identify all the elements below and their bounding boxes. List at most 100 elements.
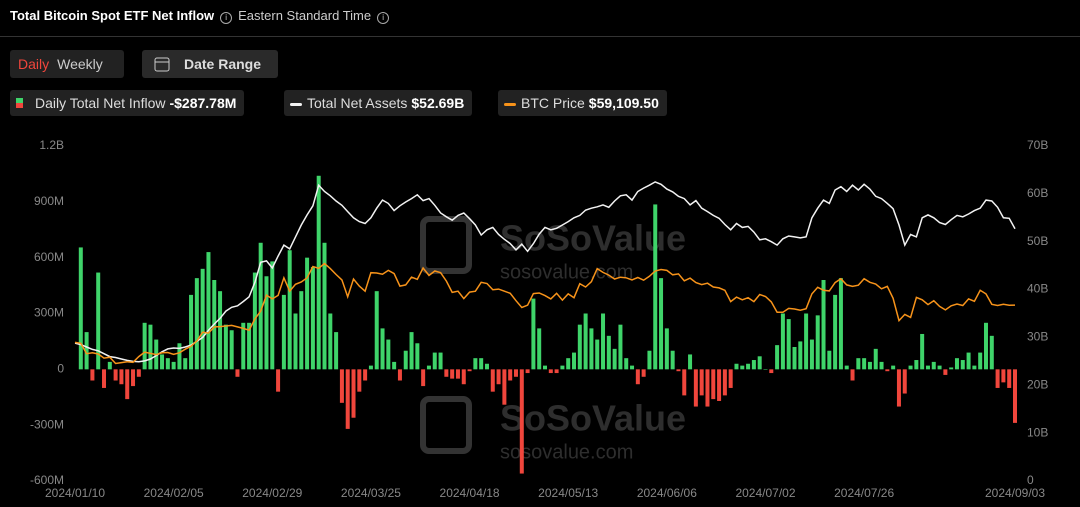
bar — [983, 322, 988, 370]
weekly-button[interactable]: Weekly — [57, 56, 103, 72]
bar — [276, 369, 281, 392]
line — [74, 262, 1016, 365]
bar — [444, 369, 449, 377]
bar — [241, 322, 246, 370]
bar — [287, 250, 292, 370]
bar — [769, 369, 774, 374]
legend-item[interactable]: BTC Price $59,109.50 — [498, 90, 667, 116]
bar — [595, 339, 600, 370]
bar — [171, 361, 176, 370]
bar — [577, 324, 582, 370]
legend-name: Daily Total Net Inflow — [35, 95, 166, 111]
bar — [281, 294, 286, 370]
bar — [397, 369, 402, 381]
bar — [206, 252, 211, 370]
bar — [891, 365, 896, 370]
bar — [844, 365, 849, 370]
bar — [107, 361, 112, 370]
y-tick-label: 1.2B — [39, 138, 64, 152]
bar — [339, 369, 344, 403]
bar — [711, 369, 716, 400]
y2-tick-label: 70B — [1027, 138, 1048, 152]
bar — [792, 347, 797, 370]
bar — [363, 369, 368, 381]
bar — [676, 369, 681, 372]
bar — [531, 298, 536, 370]
bar — [873, 348, 878, 370]
bar — [357, 369, 362, 392]
bar — [438, 352, 443, 370]
bar — [270, 261, 275, 370]
bar — [496, 369, 501, 385]
daily-button[interactable]: Daily — [18, 56, 50, 72]
bar — [473, 358, 478, 370]
x-tick-label: 2024/05/13 — [538, 486, 598, 500]
watermark-site: sosovalue.com — [500, 441, 633, 463]
bar — [334, 332, 339, 370]
bar — [264, 276, 269, 370]
bar — [467, 369, 472, 372]
bar — [252, 272, 257, 370]
bar — [223, 324, 228, 370]
info-icon[interactable]: i — [220, 12, 233, 24]
bar — [386, 339, 391, 370]
bar — [566, 358, 571, 370]
bar — [177, 343, 182, 370]
watermark-brand: SoSoValue — [500, 398, 686, 439]
bar — [780, 313, 785, 370]
bar — [804, 313, 809, 370]
bar — [850, 369, 855, 381]
date-range-label: Date Range — [184, 56, 262, 72]
legend-name: BTC Price — [521, 95, 585, 111]
bar — [392, 361, 397, 370]
bar — [722, 369, 727, 396]
x-tick-label: 2024/04/18 — [440, 486, 500, 500]
bar — [90, 369, 95, 381]
bar — [102, 369, 107, 388]
legend-value: -$287.78M — [169, 95, 237, 111]
bar — [960, 360, 965, 370]
bar — [183, 358, 188, 370]
timezone: Eastern Standard Time — [238, 8, 372, 23]
info-icon[interactable]: i — [377, 12, 390, 24]
bar — [421, 369, 426, 387]
x-tick-label: 2024/07/26 — [834, 486, 894, 500]
bar — [705, 369, 710, 407]
y-tick-label: 900M — [34, 194, 64, 208]
y-tick-label: 0 — [57, 362, 64, 376]
y-tick-label: -300M — [30, 417, 64, 431]
bar — [543, 365, 547, 370]
bar — [954, 358, 959, 370]
bar — [606, 335, 611, 370]
bar — [194, 278, 199, 370]
bar — [403, 350, 408, 370]
bar — [908, 365, 913, 370]
bar — [189, 294, 194, 370]
legend-item[interactable]: Total Net Assets $52.69B — [284, 90, 473, 116]
bar — [693, 369, 698, 407]
bar — [949, 367, 954, 370]
legend-value: $59,109.50 — [588, 95, 659, 111]
bar — [786, 319, 791, 370]
bar — [867, 361, 872, 370]
bar — [757, 356, 762, 370]
bar — [920, 333, 925, 370]
bar — [345, 369, 350, 429]
bar — [635, 369, 640, 385]
bar — [978, 352, 983, 370]
bar — [310, 266, 315, 370]
bar — [525, 369, 530, 374]
title: Total Bitcoin Spot ETF Net Inflow — [10, 8, 215, 23]
bar — [328, 313, 333, 370]
legend-item[interactable]: Daily Total Net Inflow -$287.78M — [10, 90, 245, 116]
date-range-button[interactable]: Date Range — [142, 50, 278, 78]
y2-tick-label: 10B — [1027, 425, 1048, 439]
watermark-site: sosovalue.com — [500, 261, 633, 283]
calendar-icon — [154, 57, 170, 72]
bar — [479, 358, 484, 370]
bar — [461, 369, 466, 385]
bar — [641, 369, 646, 377]
line — [74, 181, 1016, 363]
bar — [426, 365, 431, 370]
